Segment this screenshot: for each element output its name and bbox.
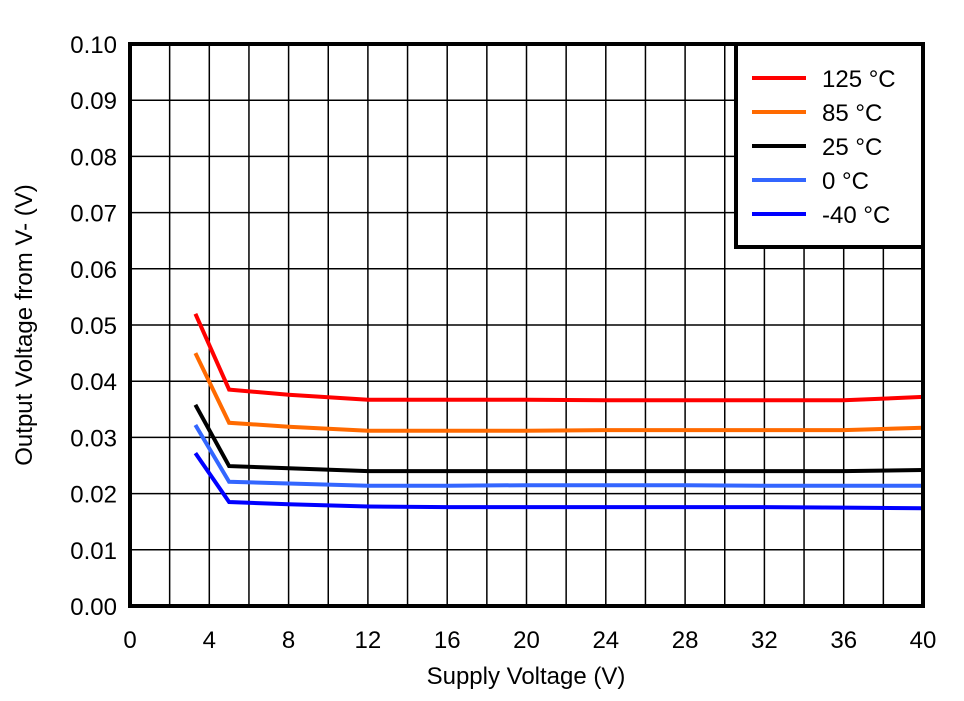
legend-label: 0 °C (822, 168, 869, 195)
y-tick-label: 0.05 (70, 313, 117, 340)
x-tick-label: 24 (592, 627, 619, 654)
x-tick-label: 12 (355, 627, 382, 654)
y-tick-label: 0.06 (70, 257, 117, 284)
y-tick-label: 0.08 (70, 144, 117, 171)
series-line (193, 423, 923, 488)
series-line (193, 403, 924, 474)
legend-label: 125 °C (822, 66, 896, 93)
x-tick-label: 0 (123, 627, 136, 654)
x-axis-label: Supply Voltage (V) (427, 663, 626, 690)
x-tick-label: 40 (910, 627, 937, 654)
plot-frame (128, 42, 925, 608)
y-tick-label: 0.01 (70, 538, 117, 565)
x-tick-label: 16 (434, 627, 461, 654)
data-series (193, 312, 924, 511)
series-line (193, 451, 924, 511)
x-tick-label: 36 (830, 627, 857, 654)
y-axis-label: Output Voltage from V- (V) (11, 184, 38, 465)
legend-label: 85 °C (822, 100, 882, 127)
x-tick-label: 4 (203, 627, 216, 654)
y-tick-label: 0.04 (70, 369, 117, 396)
series-line (193, 312, 924, 403)
y-tick-label: 0.03 (70, 425, 117, 452)
x-tick-label: 8 (282, 627, 295, 654)
legend: 125 °C 85 °C 25 °C 0 °C -40 °C (734, 42, 925, 249)
y-tick-labels: 0.00 0.01 0.02 0.03 0.04 0.05 0.06 0.07 0.08 0.09… (70, 32, 117, 621)
x-tick-label: 32 (751, 627, 778, 654)
x-tick-labels: 0 4 8 12 16 20 24 28 32 36 40 (123, 627, 936, 654)
legend-label: -40 °C (822, 202, 890, 229)
y-tick-label: 0.10 (70, 32, 117, 59)
legend-label: 25 °C (822, 134, 882, 161)
y-tick-label: 0.02 (70, 482, 117, 509)
y-tick-label: 0.00 (70, 594, 117, 621)
x-tick-label: 28 (672, 627, 699, 654)
y-tick-label: 0.07 (70, 201, 117, 228)
series-line (193, 352, 924, 433)
x-tick-label: 20 (513, 627, 540, 654)
y-tick-label: 0.09 (70, 88, 117, 115)
